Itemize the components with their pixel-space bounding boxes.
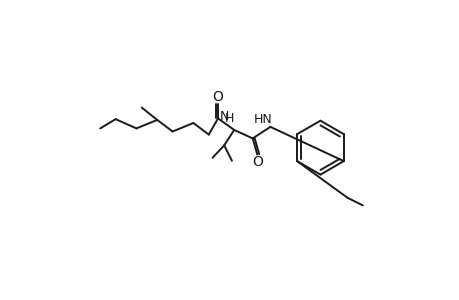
Text: H: H [224,112,234,125]
Text: O: O [252,154,262,169]
Text: HN: HN [253,113,271,126]
Text: O: O [212,90,223,104]
Text: N: N [219,110,229,123]
